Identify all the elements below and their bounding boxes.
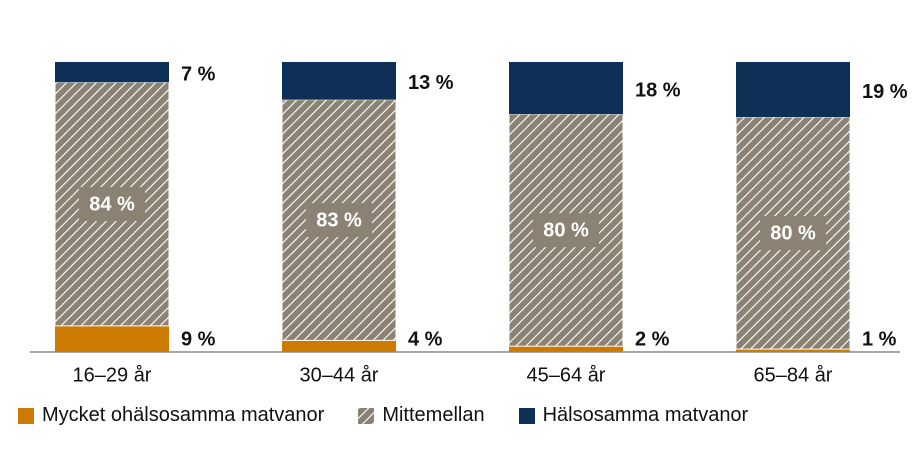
mid-label-3: 80 % xyxy=(543,219,589,241)
legend-label-healthy: Hälsosamma matvanor xyxy=(542,404,749,426)
category-label-2: 30–44 år xyxy=(300,364,379,386)
stacked-bar-chart: 84 % 7 % 9 % 16–29 år 83 % 13 % 4 % 30–44 år 80 … xyxy=(30,62,908,386)
legend-item-healthy: Hälsosamma matvanor xyxy=(518,404,749,427)
mid-label-box-1 xyxy=(79,187,145,222)
category-label-3: 45–64 år xyxy=(527,364,606,386)
bar-unhealthy-4 xyxy=(736,349,850,352)
top-label-1: 7 % xyxy=(181,63,216,85)
bar-unhealthy-2 xyxy=(282,340,396,352)
legend-item-intermediate: Mittemellan xyxy=(358,404,485,427)
mid-label-box-3 xyxy=(533,213,599,248)
legend-label-unhealthy: Mycket ohälsosamma matvanor xyxy=(42,404,325,426)
bottom-label-4: 1 % xyxy=(862,328,897,350)
top-label-3: 18 % xyxy=(635,79,681,101)
mid-label-4: 80 % xyxy=(770,222,816,244)
top-label-4: 19 % xyxy=(862,81,908,103)
bar-healthy-2 xyxy=(282,62,396,100)
legend-swatch-healthy xyxy=(518,407,535,424)
mid-label-box-2 xyxy=(306,203,372,238)
top-label-2: 13 % xyxy=(408,72,454,94)
mid-label-1: 84 % xyxy=(89,193,135,215)
legend-swatch-unhealthy xyxy=(18,407,34,424)
bottom-label-2: 4 % xyxy=(408,328,443,350)
bar-healthy-3 xyxy=(509,62,623,115)
category-label-1: 16–29 år xyxy=(73,364,152,386)
bar-healthy-4 xyxy=(736,62,850,118)
bar-unhealthy-1 xyxy=(55,325,169,352)
bottom-label-3: 2 % xyxy=(635,328,670,350)
bottom-label-1: 9 % xyxy=(181,328,216,350)
mid-label-2: 83 % xyxy=(316,209,362,231)
mid-label-box-4 xyxy=(760,216,826,251)
legend: Mycket ohälsosamma matvanor Mittemellan … xyxy=(18,404,782,427)
bar-healthy-1 xyxy=(55,62,169,83)
bar-unhealthy-3 xyxy=(509,346,623,352)
legend-swatch-intermediate xyxy=(358,407,375,424)
legend-label-intermediate: Mittemellan xyxy=(382,404,485,426)
category-label-4: 65–84 år xyxy=(754,364,833,386)
legend-item-unhealthy: Mycket ohälsosamma matvanor xyxy=(18,404,324,427)
